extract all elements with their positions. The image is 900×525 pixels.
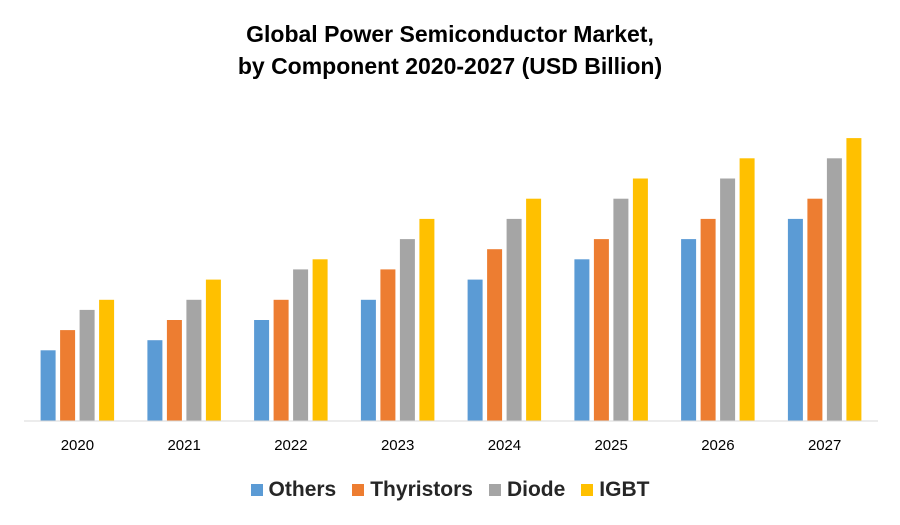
bar-diode-2021 [186,299,202,421]
legend-item-diode: Diode [488,478,566,502]
legend-swatch-diode [488,484,501,496]
bars-group [40,138,862,422]
bar-chart: 2020 2021 2022 2023 2024 2025 2026 2027 [24,138,878,454]
bar-igbt-2026 [739,158,755,422]
bar-igbt-2020 [99,299,115,421]
bar-others-2025 [574,259,590,421]
bar-thyristors-2024 [487,249,503,421]
bar-igbt-2022 [312,259,328,421]
x-tick-label-2020: 2020 [61,437,94,454]
bar-igbt-2021 [205,279,221,421]
x-tick-label-2027: 2027 [808,437,841,454]
legend-label-igbt: IGBT [599,478,650,501]
bar-igbt-2025 [632,178,648,421]
legend-label-thyristors: Thyristors [370,478,473,501]
bar-thyristors-2023 [380,269,396,421]
legend-swatch-igbt [581,484,594,496]
legend: Others Thyristors Diode IGBT [0,478,900,502]
bar-igbt-2023 [419,218,435,421]
chart-title-line-2: by Component 2020-2027 (USD Billion) [237,53,663,79]
legend-item-igbt: IGBT [581,478,649,502]
bar-others-2022 [254,320,270,421]
bar-others-2027 [787,218,803,421]
x-tick-label-2025: 2025 [594,437,627,454]
x-tick-label-2023: 2023 [381,437,414,454]
legend-item-thyristors: Thyristors [352,478,473,502]
bar-igbt-2027 [846,138,862,421]
legend-item-others: Others [250,478,337,502]
bar-others-2024 [467,279,483,421]
chart-title-line-1: Global Power Semiconductor Market, [246,21,654,47]
legend-label-diode: Diode [506,478,566,501]
x-tick-label-2026: 2026 [701,437,734,454]
bar-thyristors-2027 [807,198,823,421]
x-tick-label-2022: 2022 [274,437,307,454]
x-tick-label-2024: 2024 [488,437,521,454]
bar-diode-2022 [293,269,309,421]
bar-igbt-2024 [526,198,542,421]
x-tick-label-2021: 2021 [167,437,200,454]
bar-others-2020 [40,350,56,421]
legend-swatch-others [250,484,263,496]
bar-thyristors-2022 [273,299,289,421]
bar-diode-2026 [720,178,736,421]
bar-thyristors-2026 [700,218,716,421]
bar-diode-2025 [613,198,629,421]
legend-swatch-thyristors [352,484,365,496]
bar-others-2026 [681,239,697,421]
bar-diode-2027 [826,158,842,422]
bar-thyristors-2020 [60,330,76,421]
bar-thyristors-2021 [166,320,182,421]
x-tick-labels: 2020 2021 2022 2023 2024 2025 2026 2027 [61,437,842,454]
bar-diode-2024 [506,218,522,421]
bar-diode-2023 [399,239,415,421]
bar-thyristors-2025 [593,239,609,421]
bar-diode-2020 [79,309,95,421]
legend-label-others: Others [268,478,337,501]
bar-others-2023 [360,299,376,421]
bar-others-2021 [147,340,163,421]
